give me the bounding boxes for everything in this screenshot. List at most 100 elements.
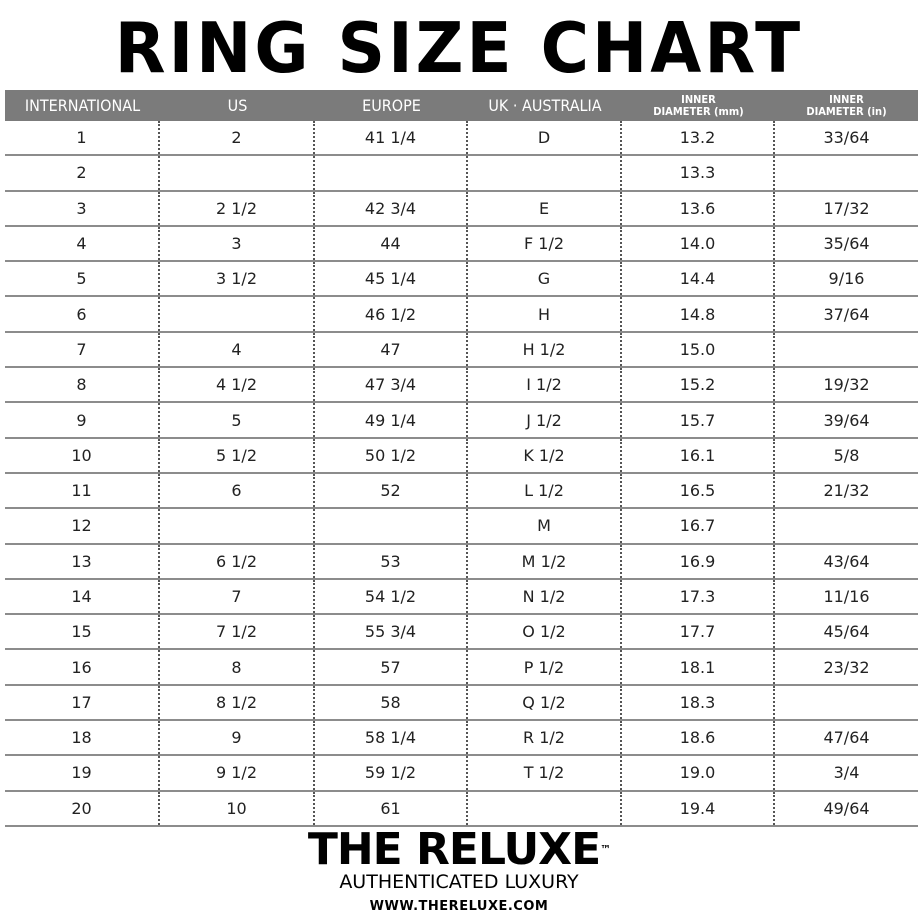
trademark: ™: [600, 843, 611, 856]
cell-us: [160, 509, 315, 543]
cell-uk-australia: R 1/2: [468, 721, 622, 755]
cell-uk-australia: H 1/2: [468, 332, 622, 367]
cell-uk-australia: E: [468, 191, 622, 225]
cell-us: 5: [160, 403, 315, 437]
header-line: INNER: [681, 92, 716, 106]
cell-us: 10: [160, 791, 315, 825]
ring-size-table: INTERNATIONAL US EUROPE UK · AUSTRALIA I…: [5, 90, 918, 827]
cell-international: 3: [5, 191, 160, 225]
cell-international: 18: [5, 721, 160, 755]
table-row: 1 2 41 1/4 D 13.2 33/64: [5, 121, 918, 157]
cell-uk-australia: [468, 791, 622, 825]
cell-us: 2 1/2: [160, 191, 315, 225]
cell-europe: 41 1/4: [315, 121, 468, 155]
cell-inner-diameter-mm: 13.3: [622, 156, 775, 190]
cell-europe: 59 1/2: [315, 756, 468, 790]
cell-uk-australia: F 1/2: [468, 226, 622, 261]
cell-inner-diameter-in: 47/64: [823, 728, 870, 748]
cell-inner-diameter-in: 33/64: [823, 128, 870, 148]
cell-inner-diameter-in: [775, 686, 918, 719]
table-row: 17 8 1/2 58 Q 1/2 18.3: [5, 685, 918, 722]
cell-uk-australia: M 1/2: [468, 544, 622, 578]
cell-us: 6 1/2: [160, 544, 315, 578]
cell-europe: 47: [315, 332, 468, 367]
cell-inner-diameter-in: 45/64: [823, 622, 870, 642]
cell-uk-australia: K 1/2: [468, 438, 622, 472]
table-row: 10 5 1/2 50 1/2 K 1/2 16.1 5/8: [5, 438, 918, 474]
cell-inner-diameter-in: 39/64: [823, 410, 870, 430]
cell-us: 9 1/2: [160, 756, 315, 790]
cell-inner-diameter-in: 21/32: [823, 481, 870, 501]
cell-europe: [315, 509, 468, 543]
cell-international: 5: [5, 262, 160, 296]
brand-logo: THE RELUXE™: [0, 828, 918, 872]
cell-inner-diameter-in: 35/64: [823, 234, 870, 254]
cell-international: 11: [5, 473, 160, 508]
cell-inner-diameter-in: 5/8: [833, 445, 860, 465]
cell-us: 9: [160, 721, 315, 755]
brand-footer: THE RELUXE™ AUTHENTICATED LUXURY WWW.THE…: [0, 828, 918, 915]
cell-inner-diameter-mm: 17.7: [622, 615, 775, 649]
cell-international: 6: [5, 297, 160, 331]
table-row: 15 7 1/2 55 3/4 O 1/2 17.7 45/64: [5, 615, 918, 651]
cell-inner-diameter-in: 17/32: [823, 198, 870, 218]
cell-europe: 58 1/4: [315, 721, 468, 755]
cell-europe: 46 1/2: [315, 297, 468, 331]
cell-inner-diameter-mm: 16.9: [622, 544, 775, 578]
cell-inner-diameter-mm: 14.0: [622, 226, 775, 261]
table-row: 11 6 52 L 1/2 16.5 21/32: [5, 473, 918, 510]
cell-inner-diameter-mm: 14.4: [622, 262, 775, 296]
cell-uk-australia: M: [468, 509, 622, 543]
cell-inner-diameter-in: 11/16: [823, 587, 870, 606]
cell-us: 7: [160, 579, 315, 614]
cell-inner-diameter-in: 23/32: [823, 657, 870, 677]
header-inner-diameter-in: INNER DIAMETER (in): [775, 93, 918, 118]
cell-international: 16: [5, 650, 160, 684]
cell-international: 20: [5, 791, 160, 825]
header-us: US: [227, 96, 248, 115]
cell-us: 8 1/2: [160, 685, 315, 720]
cell-inner-diameter-mm: 16.5: [622, 473, 775, 508]
cell-inner-diameter-in: 43/64: [823, 551, 870, 571]
cell-inner-diameter-mm: 18.3: [622, 685, 775, 720]
cell-europe: [315, 156, 468, 190]
cell-inner-diameter-in: 9/16: [828, 269, 865, 289]
cell-us: 3 1/2: [160, 262, 315, 296]
table-row: 2 13.3: [5, 156, 918, 192]
cell-inner-diameter-mm: 19.4: [622, 791, 775, 825]
cell-uk-australia: L 1/2: [468, 473, 622, 508]
cell-inner-diameter-mm: 16.1: [622, 438, 775, 472]
cell-international: 2: [5, 156, 160, 190]
cell-europe: 61: [315, 791, 468, 825]
table-header: INTERNATIONAL US EUROPE UK · AUSTRALIA I…: [5, 90, 918, 121]
table-row: 9 5 49 1/4 J 1/2 15.7 39/64: [5, 403, 918, 439]
table-row: 4 3 44 F 1/2 14.0 35/64: [5, 226, 918, 263]
cell-us: [160, 297, 315, 331]
table-row: 13 6 1/2 53 M 1/2 16.9 43/64: [5, 544, 918, 580]
cell-international: 7: [5, 332, 160, 367]
cell-uk-australia: J 1/2: [468, 403, 622, 437]
page-title: RING SIZE CHART: [114, 8, 804, 89]
cell-uk-australia: Q 1/2: [468, 685, 622, 720]
cell-inner-diameter-in: [775, 333, 918, 366]
cell-inner-diameter-in: 49/64: [823, 798, 870, 818]
cell-inner-diameter-mm: 14.8: [622, 297, 775, 331]
cell-us: [160, 156, 315, 190]
brand-name: THE RELUXE: [307, 824, 601, 875]
cell-inner-diameter-in: 37/64: [823, 304, 870, 324]
table-row: 16 8 57 P 1/2 18.1 23/32: [5, 650, 918, 686]
cell-inner-diameter-mm: 18.1: [622, 650, 775, 684]
cell-international: 8: [5, 368, 160, 402]
cell-inner-diameter-mm: 13.2: [622, 121, 775, 155]
cell-uk-australia: H: [468, 297, 622, 331]
cell-international: 17: [5, 685, 160, 720]
table-row: 14 7 54 1/2 N 1/2 17.3 11/16: [5, 579, 918, 616]
cell-us: 3: [160, 226, 315, 261]
header-international: INTERNATIONAL: [24, 96, 141, 115]
cell-uk-australia: G: [468, 262, 622, 296]
cell-inner-diameter-mm: 19.0: [622, 756, 775, 790]
cell-europe: 53: [315, 544, 468, 578]
cell-europe: 54 1/2: [315, 579, 468, 614]
